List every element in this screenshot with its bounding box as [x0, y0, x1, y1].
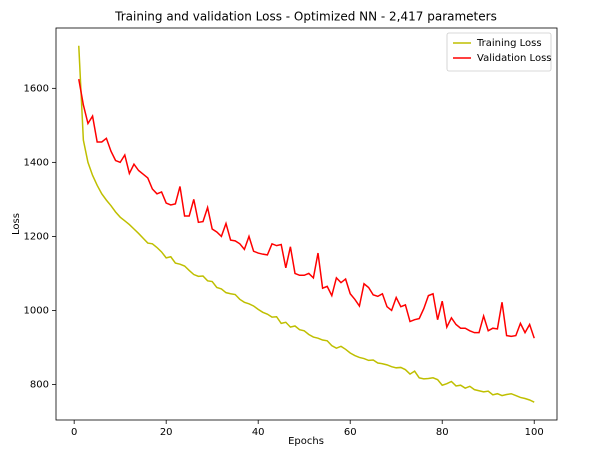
- x-axis-label: Epochs: [288, 436, 324, 447]
- legend-label: Validation Loss: [477, 53, 552, 64]
- plot-frame: [55, 27, 558, 421]
- x-tick-label: 40: [252, 427, 265, 438]
- y-tick-label: 1000: [24, 305, 49, 316]
- x-tick-label: 20: [160, 427, 173, 438]
- y-tick-label: 1200: [24, 231, 49, 242]
- y-tick-label: 1400: [24, 157, 49, 168]
- legend-label: Training Loss: [476, 38, 542, 49]
- x-tick-label: 60: [344, 427, 357, 438]
- chart-title: Training and validation Loss - Optimized…: [114, 10, 497, 24]
- data-line: [78, 45, 535, 403]
- x-tick-label: 100: [525, 427, 544, 438]
- y-tick-label: 800: [30, 379, 49, 390]
- legend-box: [446, 32, 552, 72]
- y-tick-label: 1600: [24, 83, 49, 94]
- x-tick-label: 80: [436, 427, 449, 438]
- data-line: [78, 78, 535, 339]
- x-tick-label: 0: [71, 427, 77, 438]
- y-axis-label: Loss: [11, 213, 22, 235]
